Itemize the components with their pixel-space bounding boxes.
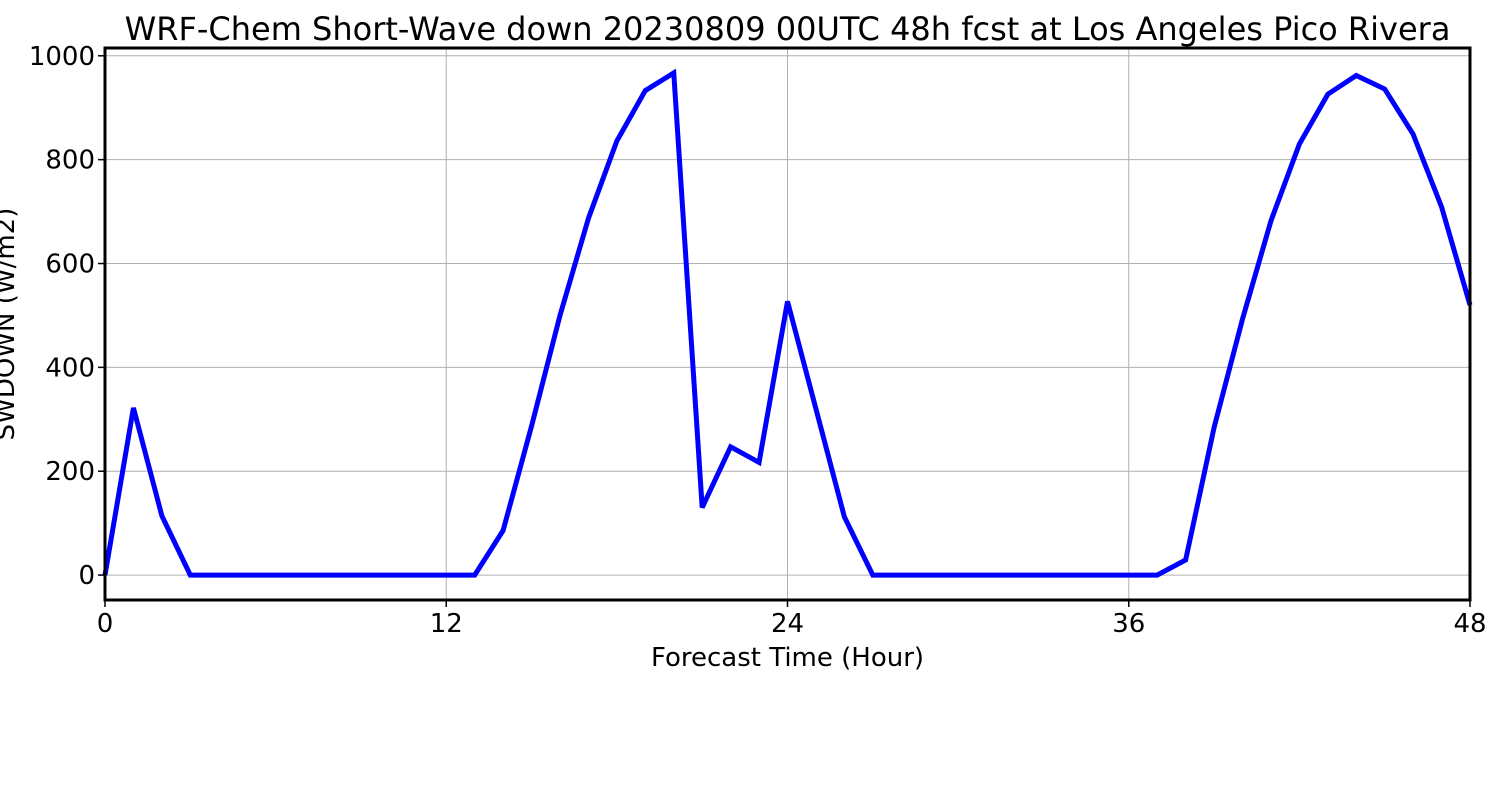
y-tick-label: 800 <box>45 146 95 176</box>
x-axis-label: Forecast Time (Hour) <box>651 643 924 673</box>
y-axis-label: SWDOWN (W/m2) <box>0 208 21 441</box>
y-tick-label: 0 <box>78 561 95 591</box>
y-tick-label: 200 <box>45 457 95 487</box>
x-tick-label: 48 <box>1453 609 1486 639</box>
series-line <box>102 68 1473 578</box>
y-tick-label: 1000 <box>29 42 95 72</box>
x-tick-label: 0 <box>97 609 114 639</box>
chart-title: WRF-Chem Short-Wave down 20230809 00UTC … <box>125 10 1451 48</box>
x-tick-label: 12 <box>430 609 463 639</box>
grid <box>104 48 1471 600</box>
axis-ticks: 0 12 24 36 48 0 200 400 600 800 1000 <box>29 42 1487 639</box>
x-tick-label: 36 <box>1112 609 1145 639</box>
y-tick-label: 600 <box>45 250 95 280</box>
x-tick-label: 24 <box>771 609 804 639</box>
series-layer <box>102 68 1473 578</box>
y-tick-label: 400 <box>45 353 95 383</box>
